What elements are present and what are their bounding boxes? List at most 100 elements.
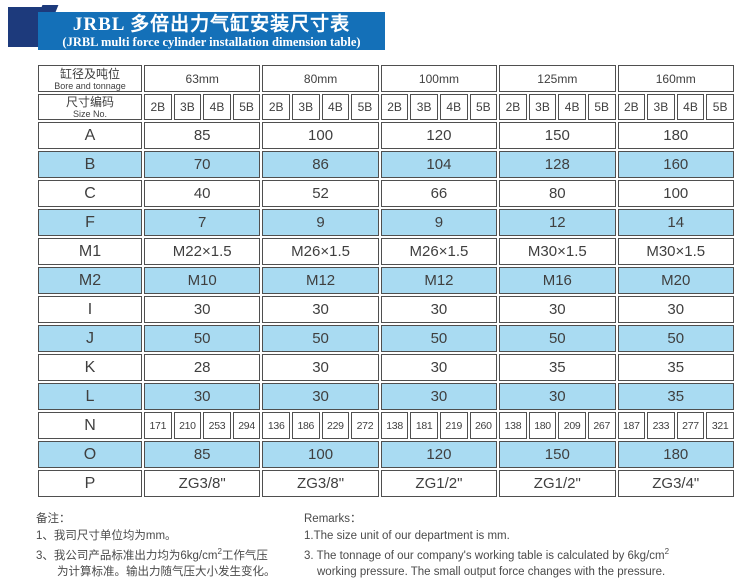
cell-F-100mm: 9 xyxy=(380,209,498,236)
cell-J-63mm: 50 xyxy=(144,325,261,352)
table-row-A: A 85 100 120 150 180 xyxy=(38,122,734,149)
cell-A-63mm: 85 xyxy=(144,122,261,149)
cell-K-100mm: 30 xyxy=(380,354,498,381)
cell-L-160mm: 35 xyxy=(617,383,734,410)
cell-M2-63mm: M10 xyxy=(144,267,261,294)
cell-O-100mm: 120 xyxy=(380,441,498,468)
table-row-M2: M2 M10 M12 M12 M16 M20 xyxy=(38,267,734,294)
remarks-en: Remarks： 1.The size unit of our departme… xyxy=(304,511,750,581)
header-size-no: 尺寸编码 Size No. xyxy=(38,94,142,120)
header-size-125mm: 125mm xyxy=(499,65,616,92)
cell-J-160mm: 50 xyxy=(617,325,734,352)
cell-F-63mm: 7 xyxy=(144,209,261,236)
row-label-L: L xyxy=(38,383,142,410)
remarks-en-line2: 3. The tonnage of our company's working … xyxy=(304,544,750,564)
cell-M2-80mm: M12 xyxy=(262,267,379,294)
header-size-63mm: 63mm xyxy=(144,65,261,92)
header-size-100mm: 100mm xyxy=(380,65,498,92)
header-code-63mm-2B: 2B xyxy=(144,94,172,120)
cell-I-160mm: 30 xyxy=(617,296,734,323)
row-label-J: J xyxy=(38,325,142,352)
cell-L-100mm: 30 xyxy=(380,383,498,410)
cell-N-100mm-3B: 181 xyxy=(410,412,438,439)
cell-A-125mm: 150 xyxy=(499,122,616,149)
cell-N-160mm-2B: 187 xyxy=(617,412,646,439)
cell-N-63mm-3B: 210 xyxy=(173,412,202,439)
remarks-zh-line1: 1、我司尺寸单位均为mm。 xyxy=(36,529,177,542)
table-row-F: F 7 9 9 12 14 xyxy=(38,209,734,236)
row-label-B: B xyxy=(38,151,142,178)
cell-C-100mm: 66 xyxy=(380,180,498,207)
cell-P-160mm: ZG3/4" xyxy=(617,470,734,497)
cell-N-125mm-4B: 209 xyxy=(558,412,586,439)
cell-N-80mm-3B: 186 xyxy=(291,412,320,439)
cell-I-125mm: 30 xyxy=(499,296,616,323)
footnotes: 备注： 1、我司尺寸单位均为mm。 3、我公司产品标准出力均为6kg/cm2工作… xyxy=(36,511,750,581)
table-row-P: P ZG3/8" ZG3/8" ZG1/2" ZG1/2" ZG3/4" xyxy=(38,470,734,497)
header-size-no-en: Size No. xyxy=(72,109,107,119)
cell-M2-160mm: M20 xyxy=(617,267,734,294)
header-bore-tonnage: 缸径及吨位 Bore and tonnage xyxy=(38,65,142,92)
table-row-K: K 28 30 30 35 35 xyxy=(38,354,734,381)
cell-I-100mm: 30 xyxy=(380,296,498,323)
cell-B-80mm: 86 xyxy=(262,151,379,178)
row-label-K: K xyxy=(38,354,142,381)
header-code-100mm-5B: 5B xyxy=(469,94,498,120)
cell-A-160mm: 180 xyxy=(617,122,734,149)
header-bore-tonnage-zh: 缸径及吨位 xyxy=(59,66,120,81)
header-size-80mm: 80mm xyxy=(262,65,379,92)
row-label-C: C xyxy=(38,180,142,207)
row-label-M1: M1 xyxy=(38,238,142,265)
cell-L-125mm: 30 xyxy=(499,383,616,410)
header-code-63mm-5B: 5B xyxy=(232,94,261,120)
cell-M2-125mm: M16 xyxy=(499,267,616,294)
table-row-J: J 50 50 50 50 50 xyxy=(38,325,734,352)
remarks-en-line2-sup: 2 xyxy=(664,547,670,556)
cell-C-63mm: 40 xyxy=(144,180,261,207)
row-label-N: N xyxy=(38,412,142,439)
remarks-en-line1: 1.The size unit of our department is mm. xyxy=(304,529,510,542)
cell-M2-100mm: M12 xyxy=(380,267,498,294)
cell-K-160mm: 35 xyxy=(617,354,734,381)
cell-B-100mm: 104 xyxy=(380,151,498,178)
header-code-100mm-2B: 2B xyxy=(380,94,409,120)
table-row-N: N 171 210 253 294 136 186 229 272 138 181 219 260 138… xyxy=(38,412,734,439)
remarks-zh-title: 备注： xyxy=(36,513,71,525)
header-code-63mm-3B: 3B xyxy=(173,94,202,120)
table-row-C: C 40 52 66 80 100 xyxy=(38,180,734,207)
cell-N-160mm-4B: 277 xyxy=(676,412,705,439)
cell-L-80mm: 30 xyxy=(262,383,379,410)
cell-M1-125mm: M30×1.5 xyxy=(499,238,616,265)
row-label-A: A xyxy=(38,122,142,149)
cell-O-63mm: 85 xyxy=(144,441,261,468)
header-row-size-codes: 尺寸编码 Size No. 2B 3B 4B 5B 2B 3B 4B 5B 2B 3B 4B 5B 2B 3B… xyxy=(38,94,734,120)
cell-N-125mm-3B: 180 xyxy=(528,412,557,439)
cell-B-160mm: 160 xyxy=(617,151,734,178)
cell-N-63mm-5B: 294 xyxy=(232,412,261,439)
header-code-125mm-4B: 4B xyxy=(558,94,586,120)
cell-F-80mm: 9 xyxy=(262,209,379,236)
row-label-F: F xyxy=(38,209,142,236)
table-row-I: I 30 30 30 30 30 xyxy=(38,296,734,323)
page-subtitle: (JRBL multi force cylinder installation … xyxy=(62,35,361,49)
cell-F-160mm: 14 xyxy=(617,209,734,236)
header-bore-tonnage-en: Bore and tonnage xyxy=(54,80,126,91)
cell-N-160mm-5B: 321 xyxy=(706,412,734,439)
cell-L-63mm: 30 xyxy=(144,383,261,410)
row-label-I: I xyxy=(38,296,142,323)
table-row-L: L 30 30 30 30 35 xyxy=(38,383,734,410)
cell-N-160mm-3B: 233 xyxy=(647,412,675,439)
cell-N-100mm-2B: 138 xyxy=(380,412,409,439)
remarks-zh: 备注： 1、我司尺寸单位均为mm。 3、我公司产品标准出力均为6kg/cm2工作… xyxy=(36,511,304,581)
cell-O-160mm: 180 xyxy=(617,441,734,468)
cell-C-125mm: 80 xyxy=(499,180,616,207)
cell-M1-80mm: M26×1.5 xyxy=(262,238,379,265)
cell-N-80mm-5B: 272 xyxy=(351,412,379,439)
cell-P-63mm: ZG3/8" xyxy=(144,470,261,497)
cell-P-125mm: ZG1/2" xyxy=(499,470,616,497)
cell-N-100mm-5B: 260 xyxy=(469,412,498,439)
cell-M1-63mm: M22×1.5 xyxy=(144,238,261,265)
cell-N-125mm-2B: 138 xyxy=(499,412,527,439)
header-code-63mm-4B: 4B xyxy=(203,94,231,120)
title-banner-area: JRBL 多倍出力气缸安装尺寸表 (JRBL multi force cylin… xyxy=(0,0,750,58)
